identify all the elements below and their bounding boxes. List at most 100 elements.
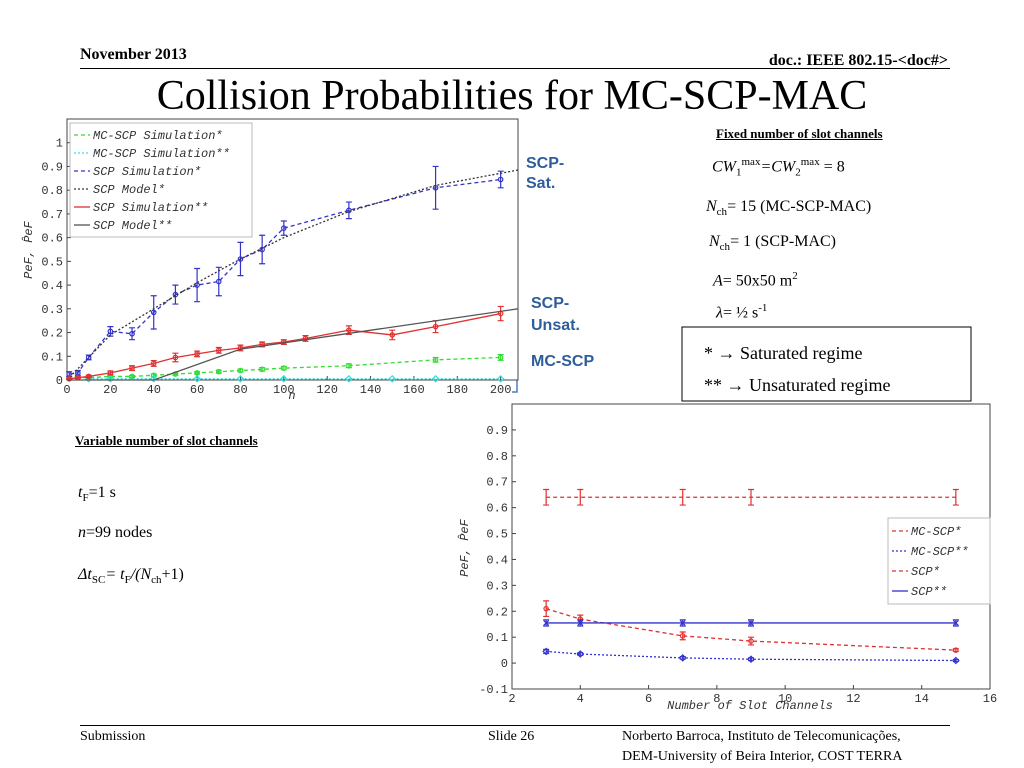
t: ch xyxy=(716,206,728,219)
x-tick-label: 160 xyxy=(403,383,425,397)
marker xyxy=(345,374,353,383)
footer-rule xyxy=(80,725,950,726)
t: max xyxy=(741,156,761,168)
error-bar xyxy=(389,329,396,341)
marker xyxy=(388,374,397,383)
heading: Variable number of slot channels xyxy=(75,433,258,448)
marker xyxy=(952,656,960,665)
t: CW xyxy=(712,158,736,176)
y-tick-label: 0.7 xyxy=(41,208,63,222)
slide-number: Slide 26 xyxy=(488,729,535,744)
legend-label: SCP Model** xyxy=(93,219,172,233)
param: Nch= 15 (MC-SCP-MAC) xyxy=(706,198,871,218)
y-tick-label: 0.8 xyxy=(486,450,508,464)
param: ΔtSC= tF/(Nch+1) xyxy=(78,566,184,586)
author: Norberto Barroca, Instituto de Telecomun… xyxy=(622,729,901,744)
y-tick-label: 0.6 xyxy=(486,502,508,516)
marker xyxy=(215,368,222,375)
t: /(N xyxy=(130,566,152,583)
marker xyxy=(952,620,959,626)
marker xyxy=(193,374,201,383)
x-tick-label: 16 xyxy=(983,692,997,706)
t: =1 s xyxy=(88,484,116,501)
marker xyxy=(85,354,92,361)
marker xyxy=(576,650,585,658)
marker xyxy=(497,354,504,361)
t: max xyxy=(800,156,820,168)
marker xyxy=(748,620,754,626)
marker xyxy=(236,374,245,383)
regime-box xyxy=(681,326,972,402)
marker xyxy=(679,620,686,626)
t: n xyxy=(78,524,86,541)
bracket-label: SCP- Unsat. xyxy=(531,293,580,337)
marker xyxy=(302,335,309,342)
error-bar xyxy=(748,488,754,506)
doc-id: doc.: IEEE 802.15-<doc#> xyxy=(768,52,948,69)
param: CW1max=CW2max = 8 xyxy=(712,156,845,179)
series-line xyxy=(67,308,519,381)
x-tick-label: 80 xyxy=(233,383,247,397)
series-line xyxy=(69,178,501,375)
y-tick-label: 0.7 xyxy=(486,476,508,490)
legend-label: MC-SCP** xyxy=(911,545,969,559)
regime: * → Saturated regime xyxy=(704,343,863,363)
marker xyxy=(432,357,439,363)
error-bar xyxy=(543,648,550,655)
marker xyxy=(194,351,200,357)
footer-left: Submission xyxy=(80,729,146,744)
x-tick-label: 14 xyxy=(915,692,929,706)
marker xyxy=(346,327,352,333)
t: 2 xyxy=(792,270,798,282)
y-tick-label: 0.5 xyxy=(486,528,508,542)
y-tick-label: 0.5 xyxy=(41,255,63,269)
label: Sat. xyxy=(526,175,556,192)
marker xyxy=(215,347,222,354)
y-tick-label: 0.6 xyxy=(41,232,63,246)
marker xyxy=(432,185,439,191)
marker xyxy=(577,620,584,626)
marker xyxy=(106,374,115,383)
legend-box xyxy=(887,517,991,605)
legend-label: SCP Simulation** xyxy=(93,201,208,215)
y-tick-label: 0.4 xyxy=(41,279,63,293)
legend-label: MC-SCP Simulation* xyxy=(93,129,223,143)
marker xyxy=(432,323,439,330)
x-tick-label: 60 xyxy=(190,383,204,397)
y-axis-label: PeF, P̂eF xyxy=(456,518,472,576)
y-tick-label: 0 xyxy=(501,657,508,671)
y-tick-label: 0.4 xyxy=(486,553,508,567)
marker xyxy=(543,605,549,612)
marker xyxy=(346,207,352,214)
heading: Fixed number of slot channels xyxy=(716,126,883,141)
error-bar xyxy=(259,234,266,265)
marker xyxy=(107,328,114,335)
bracket-label: MC-SCP xyxy=(531,353,595,370)
y-tick-label: 0.9 xyxy=(486,424,508,438)
marker xyxy=(194,282,200,288)
marker xyxy=(215,278,222,285)
error-bar xyxy=(150,295,157,330)
regime: ** → Unsaturated regime xyxy=(704,375,891,395)
author: DEM-University of Beira Interior, COST T… xyxy=(622,749,903,764)
y-tick-label: 0 xyxy=(56,374,63,388)
param: Nch= 1 (SCP-MAC) xyxy=(709,233,836,253)
error-bar xyxy=(497,305,504,322)
t: F xyxy=(82,492,89,505)
x-tick-label: 0 xyxy=(63,383,70,397)
marker xyxy=(85,373,92,380)
marker xyxy=(279,374,288,383)
marker xyxy=(150,309,157,316)
marker xyxy=(281,225,287,231)
marker xyxy=(237,345,244,351)
x-tick-label: 20 xyxy=(103,383,117,397)
y-tick-label: 1 xyxy=(56,137,63,151)
error-bar xyxy=(215,266,222,297)
error-bar xyxy=(543,488,550,506)
t: +1) xyxy=(161,566,184,583)
t: ch xyxy=(151,574,162,587)
t: A xyxy=(713,272,723,290)
x-tick-label: 140 xyxy=(360,383,382,397)
error-bar xyxy=(345,201,352,220)
